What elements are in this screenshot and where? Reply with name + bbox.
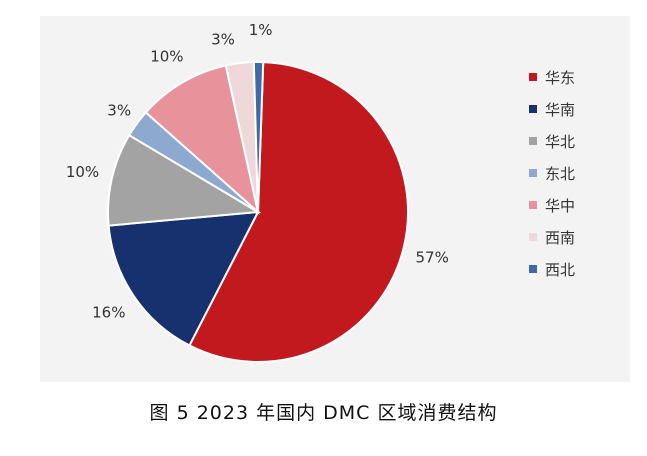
data-label-4: 10% [150,48,183,66]
data-label-1: 16% [92,304,125,322]
data-label-5: 3% [211,30,235,48]
legend-label-4: 华中 [545,197,575,215]
legend-label-1: 华南 [545,101,575,119]
data-label-0: 57% [416,248,449,266]
legend-swatch-3 [529,169,537,177]
pie-slices [107,61,409,363]
data-labels: 57% 16% 10% 3% 10% 3% 1% [66,21,449,322]
legend-swatch-0 [529,73,537,81]
legend-swatch-2 [529,137,537,145]
figure-caption: 图 5 2023 年国内 DMC 区域消费结构 [149,402,498,424]
data-label-2: 10% [66,163,99,181]
pie-slice-1 [107,210,260,347]
data-label-6: 1% [249,21,273,39]
legend-label-5: 西南 [545,229,575,247]
legend-label-6: 西北 [545,261,575,279]
pie-slice-6 [252,61,265,213]
legend-swatch-1 [529,105,537,113]
legend-label-2: 华北 [545,133,575,151]
legend-swatch-6 [529,265,537,273]
pie-slice-4 [144,64,260,215]
data-label-3: 3% [107,101,131,119]
legend-label-3: 东北 [545,165,575,183]
legend-swatch-5 [529,233,537,241]
legend-label-0: 华东 [545,69,575,87]
pie-slice-2 [107,133,262,227]
pie-slice-0 [188,61,409,363]
legend-swatch-4 [529,201,537,209]
